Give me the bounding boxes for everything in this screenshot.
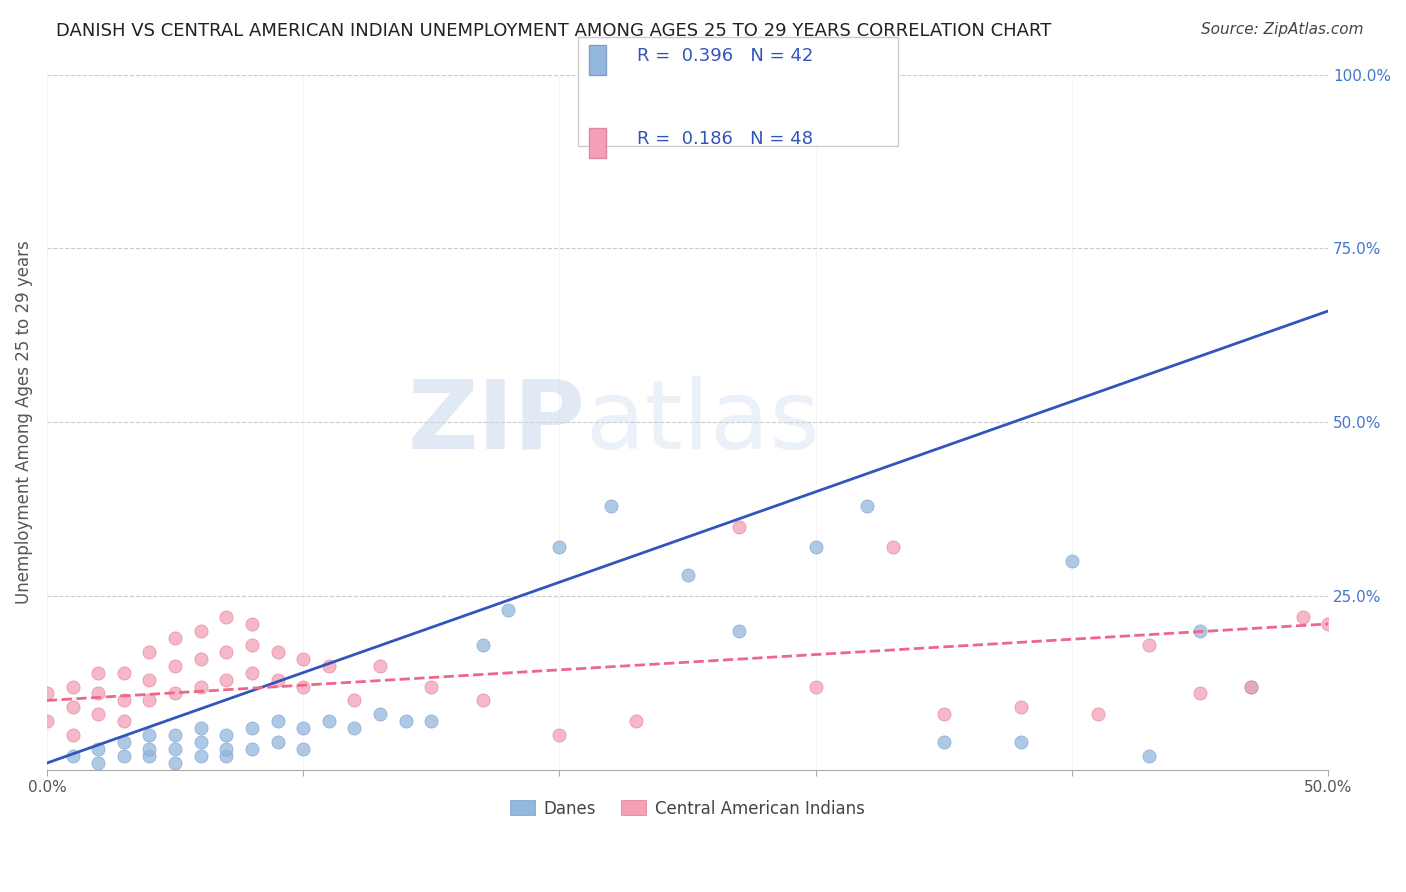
Legend: Danes, Central American Indians: Danes, Central American Indians — [503, 793, 872, 824]
Point — [343, 721, 366, 735]
Point — [62, 749, 84, 764]
Point — [292, 721, 315, 735]
Point — [343, 693, 366, 707]
Point — [112, 665, 135, 680]
Point — [292, 742, 315, 756]
Point — [266, 673, 288, 687]
Point — [266, 645, 288, 659]
Point — [215, 728, 238, 742]
Point — [215, 645, 238, 659]
Point — [1010, 700, 1032, 714]
Point — [163, 728, 186, 742]
Point — [471, 693, 494, 707]
Point — [240, 665, 263, 680]
Point — [138, 693, 160, 707]
Point — [240, 638, 263, 652]
Point — [87, 742, 110, 756]
Point — [62, 680, 84, 694]
Point — [318, 658, 340, 673]
Point — [87, 665, 110, 680]
Point — [163, 742, 186, 756]
Point — [190, 624, 212, 638]
Text: Source: ZipAtlas.com: Source: ZipAtlas.com — [1201, 22, 1364, 37]
Point — [138, 645, 160, 659]
Point — [804, 541, 827, 555]
Text: ZIP: ZIP — [408, 376, 585, 469]
Point — [292, 651, 315, 665]
Point — [1188, 624, 1211, 638]
Point — [163, 658, 186, 673]
Point — [318, 714, 340, 729]
Point — [1240, 680, 1263, 694]
Point — [266, 714, 288, 729]
Point — [1317, 616, 1340, 631]
Point — [420, 714, 443, 729]
Y-axis label: Unemployment Among Ages 25 to 29 years: Unemployment Among Ages 25 to 29 years — [15, 240, 32, 604]
Point — [292, 680, 315, 694]
Text: DANISH VS CENTRAL AMERICAN INDIAN UNEMPLOYMENT AMONG AGES 25 TO 29 YEARS CORRELA: DANISH VS CENTRAL AMERICAN INDIAN UNEMPL… — [56, 22, 1052, 40]
Point — [240, 616, 263, 631]
Point — [112, 693, 135, 707]
Point — [882, 541, 904, 555]
Point — [395, 714, 418, 729]
Point — [1060, 554, 1083, 568]
Point — [548, 728, 571, 742]
Point — [932, 707, 955, 722]
Point — [1240, 680, 1263, 694]
Point — [112, 714, 135, 729]
Point — [626, 714, 648, 729]
Point — [496, 603, 519, 617]
Point — [932, 735, 955, 749]
Point — [112, 735, 135, 749]
Point — [1010, 735, 1032, 749]
Point — [190, 680, 212, 694]
Point — [112, 749, 135, 764]
Point — [420, 680, 443, 694]
Point — [727, 624, 749, 638]
Point — [138, 673, 160, 687]
Point — [35, 686, 58, 700]
Text: R =  0.186   N = 48: R = 0.186 N = 48 — [637, 130, 813, 148]
Point — [266, 735, 288, 749]
Point — [240, 721, 263, 735]
Point — [215, 673, 238, 687]
Point — [804, 680, 827, 694]
Point — [190, 721, 212, 735]
Point — [368, 707, 391, 722]
Point — [548, 541, 571, 555]
Point — [1188, 686, 1211, 700]
Point — [1137, 638, 1160, 652]
Point — [35, 714, 58, 729]
Point — [215, 749, 238, 764]
Text: atlas: atlas — [585, 376, 820, 469]
Point — [163, 686, 186, 700]
Point — [138, 728, 160, 742]
Point — [190, 735, 212, 749]
Point — [1291, 610, 1313, 624]
Point — [240, 742, 263, 756]
Point — [62, 728, 84, 742]
Point — [190, 651, 212, 665]
Point — [138, 742, 160, 756]
Point — [190, 749, 212, 764]
Point — [856, 499, 879, 513]
Point — [215, 742, 238, 756]
Point — [676, 568, 699, 582]
Point — [138, 749, 160, 764]
Point — [215, 610, 238, 624]
Point — [87, 686, 110, 700]
Point — [1137, 749, 1160, 764]
Point — [87, 756, 110, 770]
Point — [368, 658, 391, 673]
Point — [163, 756, 186, 770]
Point — [87, 707, 110, 722]
Point — [163, 631, 186, 645]
Point — [727, 519, 749, 533]
Point — [62, 700, 84, 714]
Point — [599, 499, 621, 513]
Point — [1087, 707, 1109, 722]
Text: R =  0.396   N = 42: R = 0.396 N = 42 — [637, 47, 813, 65]
Point — [471, 638, 494, 652]
